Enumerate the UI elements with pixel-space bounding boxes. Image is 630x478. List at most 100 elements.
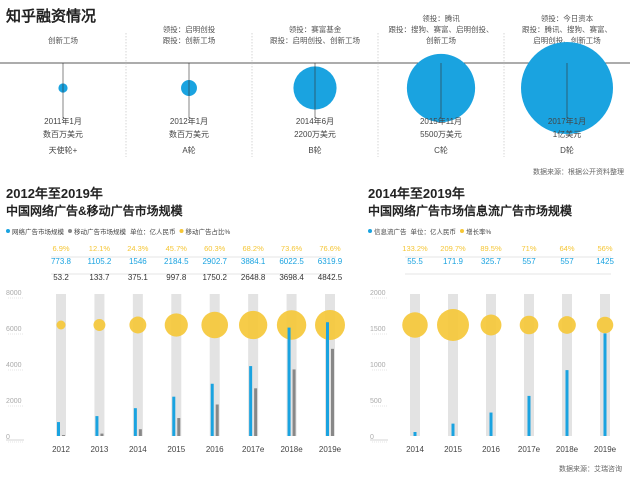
ratio-bubble [315, 310, 345, 340]
ratio-bubble [276, 310, 307, 340]
round-investors: 跟投：启明创投、创新工场 [270, 35, 360, 45]
bar-mobile [177, 418, 181, 436]
percent-label: 60.3% [204, 244, 226, 253]
page-title: 知乎融资情况 [6, 8, 97, 25]
value-label: 557 [560, 257, 574, 266]
round-amount: 数百万美元 [169, 129, 209, 139]
x-tick-label: 2019e [319, 445, 342, 454]
round-investors: 领投：赛富基金 [289, 24, 342, 34]
round-investors: 创新工场 [426, 35, 456, 45]
column-band [448, 294, 458, 436]
round-name: A轮 [182, 145, 195, 155]
bar-mobile [331, 348, 334, 436]
round-investors: 领投：今日资本 [541, 13, 594, 23]
value-label: 6319.9 [318, 257, 343, 266]
column-band [524, 294, 534, 436]
round-investors: 启明创投、创新工场 [533, 35, 601, 45]
round-date: 2017年1月 [548, 116, 586, 126]
round-date: 2012年1月 [170, 116, 208, 126]
column-band [56, 294, 66, 436]
x-tick-label: 2012 [52, 445, 70, 454]
round-name: 天使轮+ [49, 145, 78, 155]
column-band [209, 294, 220, 436]
bar-online [172, 396, 176, 436]
bar-mobile [215, 404, 219, 436]
percent-label: 76.6% [319, 244, 341, 253]
percent-label: 71% [521, 244, 536, 253]
round-investors: 跟投：搜狗、赛富、启明创投、 [389, 24, 494, 34]
y-tick-label: 2000 [6, 398, 22, 405]
value-label: 3698.4 [279, 273, 304, 282]
y-tick-label: 0 [6, 434, 10, 441]
x-tick-label: 2013 [91, 445, 109, 454]
value-label: 4842.5 [318, 273, 343, 282]
ratio-bubble [402, 312, 428, 338]
round-investors: 领投：启明创投 [163, 24, 216, 34]
value-label: 375.1 [128, 273, 149, 282]
value-label: 133.7 [89, 273, 110, 282]
y-tick-label: 2000 [370, 290, 386, 297]
value-label: 53.2 [53, 273, 69, 282]
percent-label: 56% [597, 244, 612, 253]
column-band [286, 294, 297, 436]
value-label: 171.9 [443, 257, 464, 266]
bar-online [95, 416, 99, 436]
value-label: 3884.1 [241, 257, 266, 266]
percent-label: 68.2% [243, 244, 265, 253]
round-investors: 跟投：腾讯、搜狗、赛富、 [522, 24, 612, 34]
legend-label: 移动广告市场规模 [74, 227, 127, 236]
legend-label: 单位：亿人民币 [411, 227, 457, 236]
value-label: 2902.7 [202, 257, 227, 266]
y-tick-label: 6000 [6, 326, 22, 333]
x-tick-label: 2018e [556, 445, 579, 454]
x-tick-label: 2016 [206, 445, 224, 454]
bar-feed [603, 333, 607, 436]
x-tick-label: 2016 [482, 445, 500, 454]
legend-dot [179, 229, 184, 233]
round-investors: 创新工场 [48, 35, 78, 45]
timeline-source: 数据来源：根据公开资料整理 [533, 169, 624, 176]
ratio-bubble [56, 320, 66, 330]
column-band [410, 294, 420, 436]
round-amount: 数百万美元 [43, 129, 83, 139]
ratio-bubble [238, 310, 268, 340]
bar-feed [527, 395, 531, 436]
percent-label: 24.3% [127, 244, 149, 253]
ratio-bubble [519, 315, 539, 335]
value-label: 55.5 [407, 257, 423, 266]
bar-online [57, 422, 60, 436]
percent-label: 89.5% [480, 244, 502, 253]
value-label: 2648.8 [241, 273, 266, 282]
ratio-bubble [201, 311, 229, 339]
value-label: 557 [522, 257, 536, 266]
legend-label: 信息流广告 [374, 227, 407, 236]
bar-feed [489, 412, 493, 436]
column-band [171, 294, 182, 436]
legend-label: 增长率% [466, 227, 492, 236]
ratio-bubble [558, 316, 576, 334]
round-date: 2011年1月 [44, 116, 82, 126]
value-label: 997.8 [166, 273, 187, 282]
bar-feed [565, 370, 569, 436]
bar-online [326, 322, 329, 436]
column-band [248, 294, 259, 436]
round-date: 2015年11月 [420, 116, 462, 126]
column-band [325, 294, 335, 436]
x-tick-label: 2014 [406, 445, 424, 454]
ratio-bubble [129, 316, 147, 334]
ratio-bubble [93, 319, 106, 331]
x-tick-label: 2015 [167, 445, 185, 454]
chart-title: 2014年至2019年 [368, 186, 465, 201]
column-band [132, 294, 143, 436]
x-tick-label: 2017e [518, 445, 541, 454]
percent-label: 12.1% [89, 244, 111, 253]
round-name: C轮 [434, 145, 448, 155]
y-tick-label: 8000 [6, 290, 22, 297]
value-label: 1105.2 [87, 257, 111, 266]
value-label: 1750.2 [202, 273, 227, 282]
column-band [562, 294, 572, 436]
y-tick-label: 0 [370, 434, 374, 441]
